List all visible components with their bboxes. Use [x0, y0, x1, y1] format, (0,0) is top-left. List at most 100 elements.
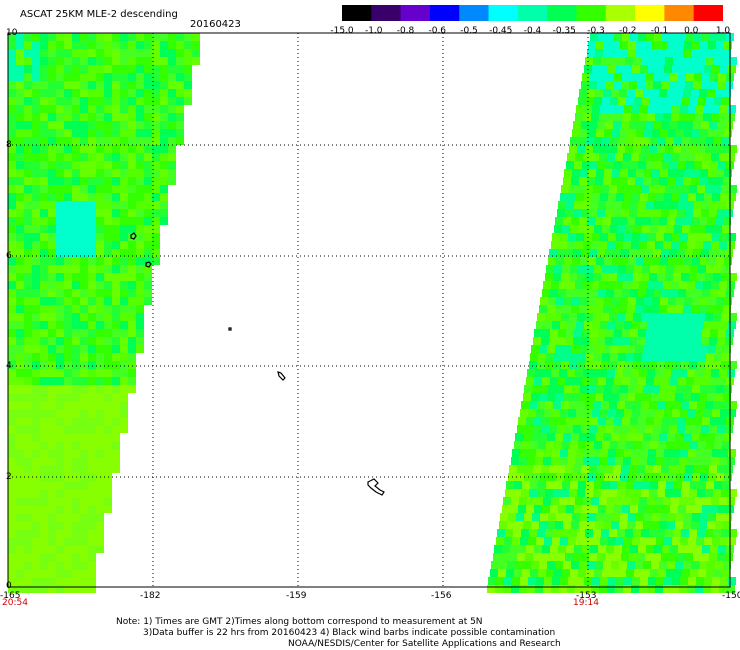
swath-pixel — [160, 193, 168, 201]
swath-pixel — [710, 329, 718, 337]
swath-pixel — [96, 465, 104, 473]
swath-pixel — [64, 409, 72, 417]
swath-pixel — [48, 113, 56, 121]
swath-pixel — [543, 369, 551, 377]
swath-pixel — [578, 137, 586, 145]
swath-pixel — [700, 129, 708, 137]
swath-pixel — [674, 97, 682, 105]
swath-pixel — [504, 577, 512, 585]
swath-pixel — [680, 233, 688, 241]
swath-pixel — [16, 425, 24, 433]
swath-pixel — [144, 185, 152, 193]
swath-pixel — [662, 161, 670, 169]
swath-pixel — [88, 273, 96, 281]
swath-pixel — [136, 65, 144, 73]
swath-pixel — [668, 41, 676, 49]
swath-pixel — [692, 385, 700, 393]
swath-pixel — [152, 73, 160, 81]
colorbar-tick-label: -0.6 — [428, 26, 447, 36]
swath-pixel — [679, 497, 687, 505]
swath-pixel — [728, 537, 736, 545]
swath-pixel — [16, 257, 24, 265]
swath-pixel — [8, 81, 16, 89]
swath-pixel — [56, 145, 64, 153]
swath-pixel — [574, 289, 582, 297]
swath-pixel — [657, 185, 665, 193]
swath-pixel — [567, 497, 575, 505]
swath-pixel — [96, 345, 104, 353]
swath-pixel — [72, 409, 80, 417]
swath-pixel — [40, 489, 48, 497]
swath-pixel — [683, 177, 691, 185]
swath-pixel — [16, 177, 24, 185]
swath-pixel — [88, 305, 96, 313]
swath-pixel — [580, 297, 588, 305]
swath-pixel — [632, 321, 640, 329]
swath-pixel — [16, 569, 24, 577]
swath-pixel — [717, 337, 725, 345]
swath-pixel — [710, 377, 718, 385]
swath-pixel — [564, 513, 572, 521]
swath-pixel — [72, 257, 80, 265]
swath-pixel — [693, 249, 701, 257]
swath-pixel — [80, 81, 88, 89]
map-frame — [7, 32, 731, 588]
swath-pixel — [721, 489, 729, 497]
swath-pixel — [168, 65, 176, 73]
swath-pixel — [649, 185, 657, 193]
swath-pixel — [705, 57, 713, 65]
swath-pixel — [56, 297, 64, 305]
swath-pixel — [704, 105, 712, 113]
swath-pixel — [64, 561, 72, 569]
swath-pixel — [642, 569, 650, 577]
swath-pixel — [689, 489, 697, 497]
swath-pixel — [72, 345, 80, 353]
swath-pixel — [541, 337, 549, 345]
swath-pixel — [701, 553, 709, 561]
swath-pixel — [152, 201, 160, 209]
swath-pixel — [548, 385, 556, 393]
swath-pixel — [136, 153, 144, 161]
swath-pixel — [160, 89, 168, 97]
swath-pixel — [40, 185, 48, 193]
swath-pixel — [691, 521, 699, 529]
swath-pixel — [656, 65, 664, 73]
swath-pixel — [666, 225, 674, 233]
swath-pixel — [658, 481, 666, 489]
swath-pixel — [96, 121, 104, 129]
swath-pixel — [112, 225, 120, 233]
product-date: 20160423 — [190, 19, 241, 30]
swath-pixel — [522, 569, 530, 577]
swath-pixel — [587, 521, 595, 529]
swath-pixel — [642, 441, 650, 449]
swath-pixel — [16, 113, 24, 121]
swath-pixel — [593, 57, 601, 65]
swath-pixel — [618, 97, 626, 105]
swath-pixel — [571, 177, 579, 185]
swath-pixel — [590, 417, 598, 425]
swath-pixel — [613, 209, 621, 217]
swath-pixel — [536, 449, 544, 457]
swath-pixel — [626, 481, 634, 489]
swath-pixel — [64, 281, 72, 289]
swath-pixel — [593, 185, 601, 193]
swath-pixel — [624, 321, 632, 329]
swath-pixel — [697, 145, 705, 153]
swath-pixel — [112, 233, 120, 241]
swath-pixel — [692, 41, 700, 49]
swath-pixel — [630, 161, 638, 169]
swath-pixel — [80, 153, 88, 161]
island-outline — [130, 232, 137, 240]
swath-pixel — [88, 481, 96, 489]
swath-pixel — [611, 433, 619, 441]
swath-pixel — [56, 273, 64, 281]
swath-pixel — [680, 321, 688, 329]
swath-pixel — [523, 433, 531, 441]
swath-pixel — [622, 417, 630, 425]
swath-pixel — [64, 49, 72, 57]
swath-pixel — [96, 257, 104, 265]
swath-pixel — [674, 569, 682, 577]
swath-pixel — [604, 513, 612, 521]
swath-pixel — [684, 513, 692, 521]
swath-pixel — [56, 345, 64, 353]
